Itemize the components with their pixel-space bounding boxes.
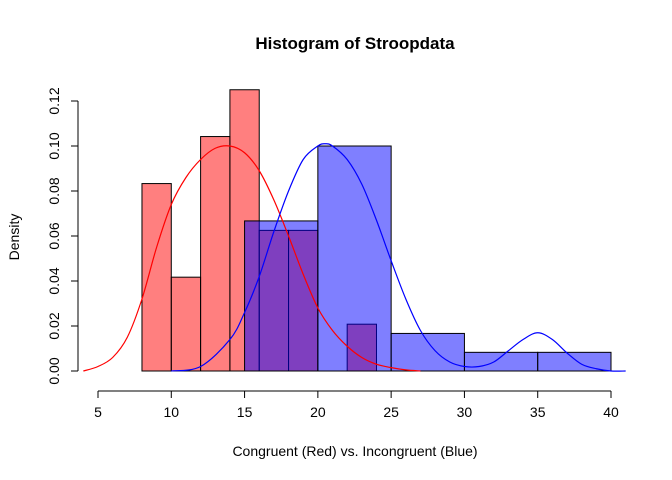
x-axis: 5 10 15 20 25 30 35 40 bbox=[94, 390, 619, 420]
histogram-bar-series2-5 bbox=[537, 351, 612, 372]
histogram-bar-series2-3 bbox=[390, 332, 465, 372]
histogram-bar-series1-2 bbox=[170, 276, 202, 372]
density-curve-series2 bbox=[171, 143, 626, 372]
y-axis-label: Density bbox=[6, 214, 22, 261]
y-tick-label-1: 0.02 bbox=[46, 312, 62, 339]
y-axis: 0.00 0.02 0.04 0.06 0.08 0.10 0.12 bbox=[46, 87, 79, 385]
x-tick-label-5: 5 bbox=[94, 404, 102, 420]
x-tick-label-35: 35 bbox=[530, 404, 546, 420]
y-tick-label-3: 0.06 bbox=[46, 222, 62, 249]
x-tick-label-25: 25 bbox=[383, 404, 399, 420]
x-tick-label-20: 20 bbox=[310, 404, 326, 420]
y-tick-label-2: 0.04 bbox=[46, 267, 62, 294]
histogram-bar-series1-3 bbox=[200, 136, 231, 372]
density-curve-series1 bbox=[83, 145, 421, 372]
histogram-bar-series2-4 bbox=[463, 351, 539, 372]
histogram-bar-series1-1 bbox=[141, 183, 172, 372]
y-tick-label-6: 0.12 bbox=[46, 87, 62, 114]
histogram-bars bbox=[141, 89, 612, 372]
x-tick-label-30: 30 bbox=[457, 404, 473, 420]
x-tick-label-10: 10 bbox=[163, 404, 179, 420]
y-tick-label-0: 0.00 bbox=[46, 357, 62, 384]
y-tick-label-5: 0.10 bbox=[46, 132, 62, 159]
y-tick-label-4: 0.08 bbox=[46, 177, 62, 204]
x-axis-label: Congruent (Red) vs. Incongruent (Blue) bbox=[232, 443, 477, 459]
histogram-bar-series2-2 bbox=[317, 145, 392, 372]
histogram-bar-series2-1 bbox=[244, 220, 319, 372]
x-tick-label-15: 15 bbox=[237, 404, 253, 420]
x-tick-label-40: 40 bbox=[603, 404, 619, 420]
chart-title: Histogram of Stroopdata bbox=[255, 34, 455, 53]
density-curves bbox=[83, 143, 626, 372]
